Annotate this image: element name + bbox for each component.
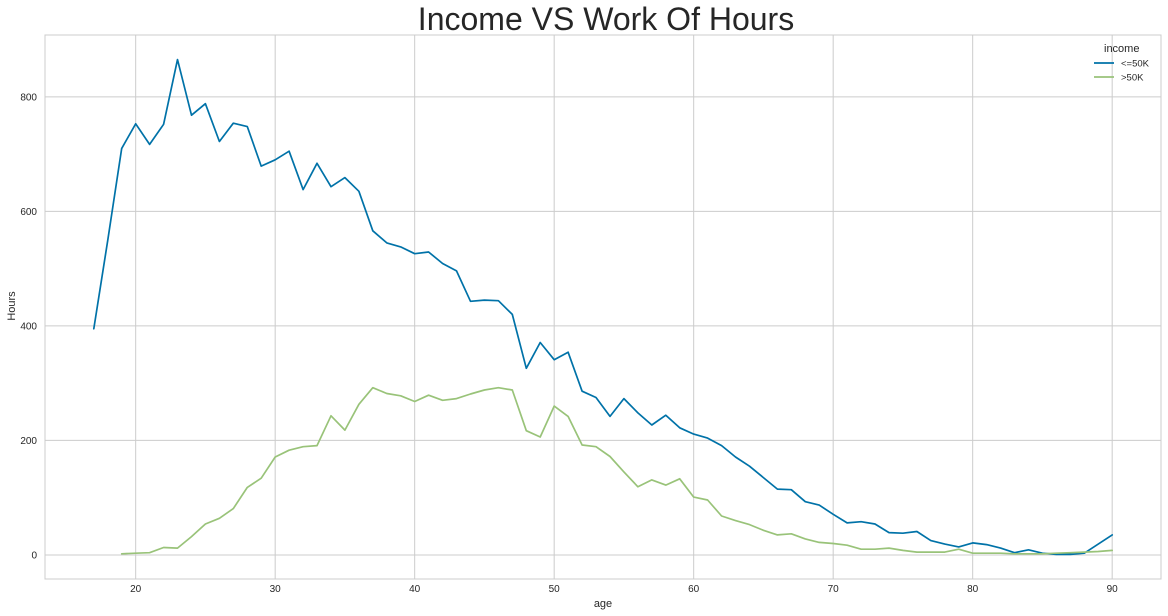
y-tick-label: 800	[20, 92, 37, 103]
chart-title: Income VS Work Of Hours	[418, 1, 794, 37]
x-tick-label: 20	[130, 584, 142, 595]
plot-frame	[44, 34, 1162, 580]
x-tick-label: 80	[967, 584, 979, 595]
y-tick-label: 0	[31, 550, 37, 561]
x-tick-label: 40	[409, 584, 421, 595]
series-line-gt-50k	[120, 386, 1114, 555]
x-tick-label: 90	[1107, 584, 1119, 595]
legend-label: <=50K	[1121, 59, 1150, 70]
y-tick-label: 400	[20, 321, 37, 332]
y-tick-label: 600	[20, 207, 37, 218]
legend-label: >50K	[1121, 73, 1144, 84]
x-tick-label: 60	[688, 584, 700, 595]
legend: income <=50K >50K	[1094, 43, 1150, 84]
plot-area: 20 30 40 50 60 70 80 90 0 200 400 600 800	[20, 34, 1162, 595]
plot-background	[45, 35, 1161, 579]
y-tick-label: 200	[20, 436, 37, 447]
series-line-le-50k	[92, 58, 1114, 556]
x-tick-label: 30	[270, 584, 282, 595]
legend-title: income	[1104, 43, 1139, 55]
y-axis-label: Hours	[6, 291, 18, 321]
x-tick-label: 50	[549, 584, 561, 595]
x-axis-label: age	[594, 598, 612, 610]
x-tick-label: 70	[828, 584, 840, 595]
